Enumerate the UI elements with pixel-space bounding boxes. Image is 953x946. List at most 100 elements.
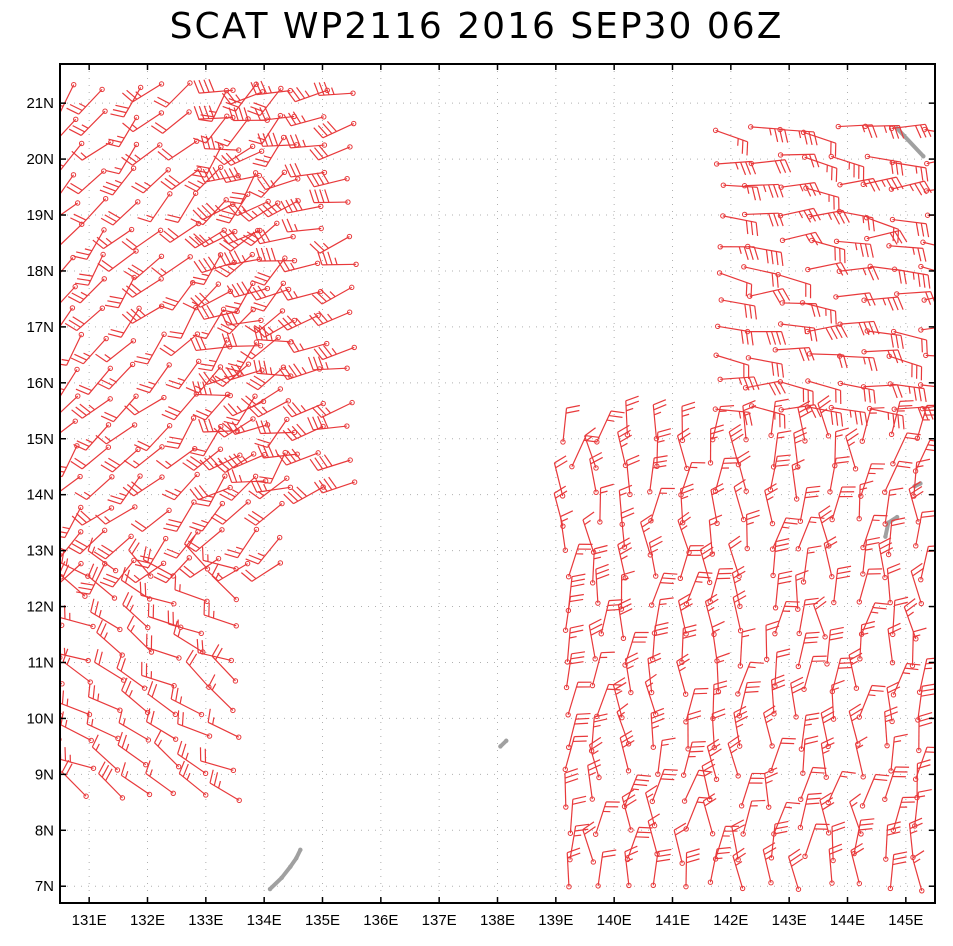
wind-barb [185, 649, 212, 690]
wind-barb [712, 457, 738, 494]
barb-half-feather [769, 128, 772, 136]
wind-barb [147, 681, 179, 718]
barb-staff [699, 549, 711, 583]
barb-feather [40, 138, 52, 144]
wind-barb [912, 746, 935, 782]
barb-feather [709, 748, 722, 757]
barb-feather [221, 92, 232, 105]
barb-staff [591, 716, 595, 751]
barb-feather [647, 813, 661, 822]
barb-station [161, 331, 167, 337]
barb-feather [948, 295, 953, 307]
barb-feather [67, 296, 81, 304]
barb-feather [121, 313, 133, 324]
wind-barb [777, 152, 820, 168]
wind-barb [913, 510, 935, 549]
wind-barb [60, 654, 63, 661]
barb-staff [291, 402, 324, 418]
barb-feather [66, 107, 80, 115]
barb-half-feather [807, 551, 815, 554]
barb-station [148, 649, 155, 655]
barb-feather [316, 172, 325, 185]
barb-feather [589, 623, 603, 631]
wind-barb [70, 335, 109, 365]
barb-station [217, 446, 224, 452]
barb-feather [750, 221, 754, 236]
wind-barb [227, 170, 259, 205]
barb-staff [79, 529, 106, 555]
wind-barb [918, 263, 935, 272]
barb-staff [66, 334, 82, 366]
barb-staff [204, 175, 239, 183]
barb-half-feather [325, 362, 329, 370]
barb-station [232, 228, 238, 235]
wind-barb [214, 451, 257, 473]
barb-feather [831, 821, 846, 828]
wind-barb [255, 420, 298, 436]
barb-station [72, 418, 78, 424]
barb-half-feather [208, 110, 217, 113]
barb-feather [323, 81, 330, 96]
wind-barb [116, 655, 148, 691]
barb-station [828, 153, 834, 160]
barb-feather [774, 548, 789, 553]
barb-staff [886, 568, 891, 603]
barb-staff [924, 129, 935, 132]
barb-half-feather [620, 555, 628, 560]
wind-barb [801, 655, 827, 692]
wind-barb [858, 463, 886, 499]
barb-half-feather [631, 788, 640, 791]
barb-feather [253, 302, 267, 308]
barb-feather [888, 125, 895, 139]
barb-station [859, 803, 866, 809]
barb-feather [746, 509, 760, 516]
barb-feather [291, 88, 301, 101]
barb-feather [742, 400, 756, 407]
barb-feather [870, 407, 885, 409]
barb-feather [600, 483, 614, 489]
wind-barb [748, 403, 786, 429]
wind-barb [60, 681, 65, 687]
barb-feather [708, 743, 721, 752]
barb-feather [773, 213, 779, 227]
barb-station [324, 87, 330, 94]
barb-station [912, 776, 919, 782]
barb-station [769, 546, 776, 552]
barb-feather [918, 387, 922, 402]
barb-station [82, 593, 88, 599]
barb-feather [650, 707, 665, 714]
barb-station [130, 165, 137, 171]
barb-feather [859, 411, 863, 426]
barb-feather [654, 627, 669, 632]
barb-station [245, 499, 251, 505]
barb-feather [919, 181, 928, 195]
wind-barb [128, 538, 154, 579]
barb-feather [71, 543, 84, 551]
barb-feather [679, 516, 691, 526]
barb-feather [97, 262, 110, 272]
barb-feather [195, 410, 209, 417]
barb-staff [567, 576, 573, 611]
barb-half-feather [263, 483, 268, 492]
barb-feather [124, 573, 136, 584]
barb-feather [608, 683, 623, 686]
barb-staff [884, 461, 900, 493]
barb-feather [122, 122, 134, 133]
barb-feather [804, 636, 819, 639]
barb-staff [225, 174, 260, 183]
barb-staff [162, 111, 190, 134]
barb-feather [927, 406, 934, 420]
wind-barb [178, 760, 209, 798]
wind-barb [281, 218, 324, 233]
barb-feather [243, 107, 249, 121]
barb-feather [207, 167, 216, 181]
barb-feather [68, 128, 82, 136]
barb-feather [144, 582, 147, 597]
barb-feather [137, 440, 151, 448]
barb-feather [252, 231, 261, 244]
barb-station [119, 652, 125, 658]
barb-station [882, 796, 888, 802]
barb-station [232, 678, 239, 684]
barb-feather [683, 624, 697, 629]
barb-feather [110, 113, 124, 118]
